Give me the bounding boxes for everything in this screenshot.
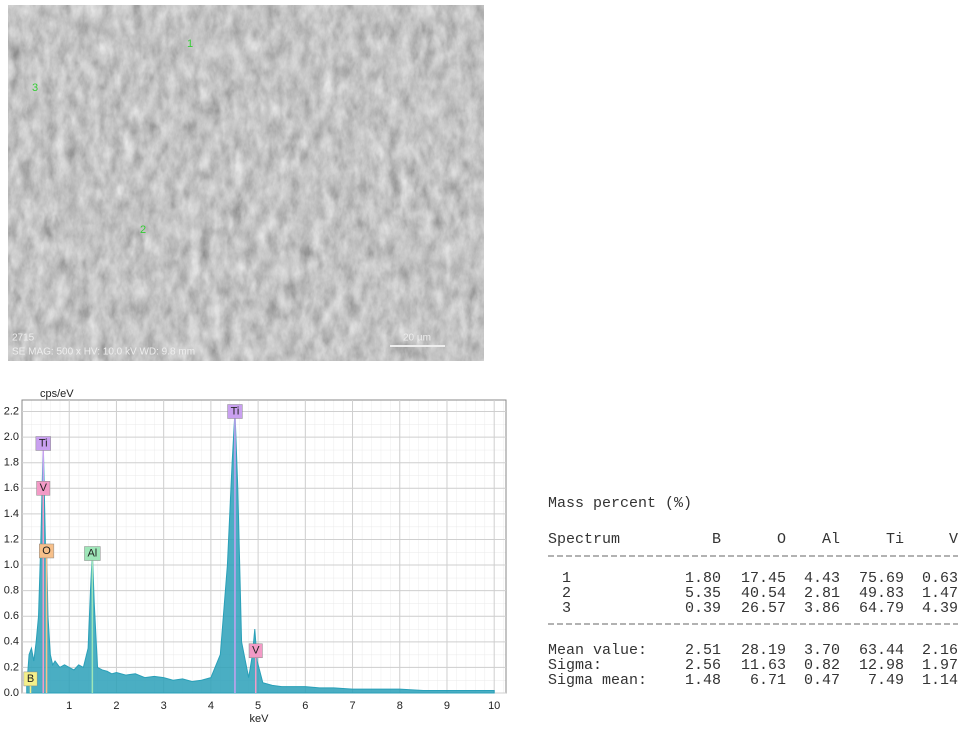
- table-cell: 6.71: [750, 672, 786, 689]
- peak-label: V: [40, 482, 48, 494]
- x-tick-label: 5: [255, 700, 261, 712]
- spot-label: 2: [140, 224, 146, 236]
- y-tick-label: 1.6: [4, 482, 19, 494]
- page: 1 3 2 2715 SE MAG: 500 x HV: 10.0 kV WD:…: [0, 0, 963, 726]
- peak-label: O: [42, 545, 51, 557]
- x-tick-label: 1: [66, 700, 72, 712]
- y-tick-label: 2.0: [4, 431, 19, 443]
- spot-label: 1: [187, 38, 193, 50]
- sem-image: 1 3 2 2715 SE MAG: 500 x HV: 10.0 kV WD:…: [8, 5, 484, 361]
- y-tick-label: 0.0: [4, 687, 19, 699]
- scale-label: 20 µm: [403, 333, 431, 344]
- table-cell: 1.48: [685, 672, 721, 689]
- x-tick-label: 3: [161, 700, 167, 712]
- y-tick-label: 1.0: [4, 559, 19, 571]
- x-tick-label: 4: [208, 700, 214, 712]
- peak-label: Al: [87, 547, 97, 559]
- y-tick-label: 0.8: [4, 585, 19, 597]
- y-tick-label: 0.4: [4, 636, 19, 648]
- table-title: Mass percent (%): [548, 495, 692, 512]
- table-cell: 1.14: [922, 672, 958, 689]
- table-cell: V: [949, 531, 958, 548]
- table-cell: Al: [822, 531, 840, 548]
- table-cell: 64.79: [859, 600, 904, 617]
- y-axis-label: cps/eV: [40, 388, 74, 400]
- table-cell: 0.39: [685, 600, 721, 617]
- x-axis-label: keV: [250, 713, 270, 725]
- table-cell: 4.39: [922, 600, 958, 617]
- table-cell: B: [712, 531, 721, 548]
- peak-label: V: [252, 645, 260, 657]
- x-tick-label: 2: [113, 700, 119, 712]
- x-tick-label: 9: [444, 700, 450, 712]
- sem-photo: [8, 5, 484, 361]
- spot-label: 3: [32, 82, 38, 94]
- table-cell: 3.86: [804, 600, 840, 617]
- table-cell: 0.47: [804, 672, 840, 689]
- table-cell: 3: [562, 600, 571, 617]
- peak-label: B: [27, 673, 34, 685]
- y-tick-label: 0.2: [4, 661, 19, 673]
- table-cell: Sigma mean:: [548, 672, 647, 689]
- table-cell: Spectrum: [548, 531, 620, 548]
- peak-label: Ti: [231, 405, 240, 417]
- x-tick-label: 6: [302, 700, 308, 712]
- spectrum-chart: cps/eV keV 0.0 0.2 0.4 0.6 0.8 1.0 1.2 1.4 1.6 1.…: [4, 388, 506, 725]
- image-info: SE MAG: 500 x HV: 10.0 kV WD: 9.8 mm: [12, 347, 195, 358]
- table-cell: 26.57: [741, 600, 786, 617]
- table-cell: O: [777, 531, 786, 548]
- y-tick-label: 2.2: [4, 405, 19, 417]
- x-tick-label: 10: [488, 700, 500, 712]
- table-cell: 7.49: [868, 672, 904, 689]
- peak-label: Ti: [39, 437, 48, 449]
- y-tick-label: 1.4: [4, 508, 19, 520]
- y-tick-label: 1.8: [4, 457, 19, 469]
- table-cell: Ti: [886, 531, 904, 548]
- y-tick-label: 1.2: [4, 533, 19, 545]
- x-tick-label: 8: [397, 700, 403, 712]
- y-tick-label: 0.6: [4, 610, 19, 622]
- image-id: 2715: [12, 333, 35, 344]
- x-tick-label: 7: [349, 700, 355, 712]
